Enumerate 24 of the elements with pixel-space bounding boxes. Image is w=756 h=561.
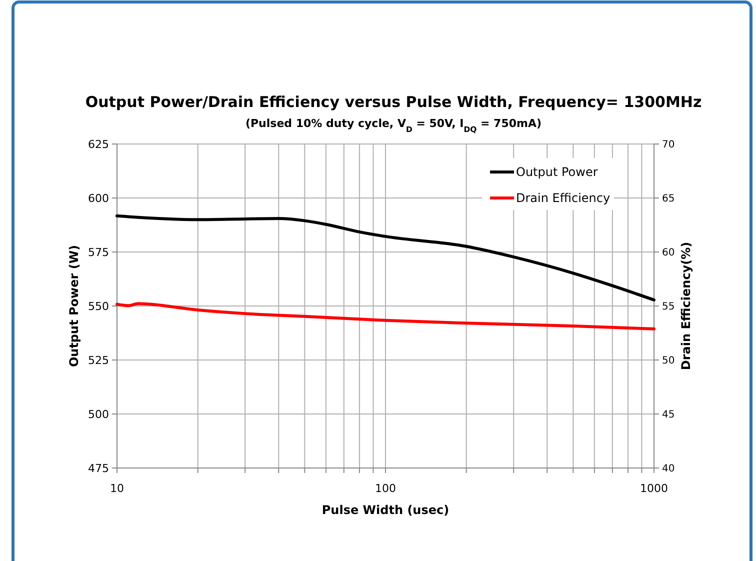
x-axis-title: Pulse Width (usec)	[322, 503, 450, 517]
y-tick-label: 525	[88, 354, 109, 367]
x-tick-label: 100	[375, 482, 396, 495]
y2-tick-label: 55	[662, 302, 675, 312]
x-tick-label: 1000	[640, 482, 668, 495]
y-axis-title: Output Power (W)	[67, 244, 81, 368]
y2-tick-label: 65	[662, 194, 675, 204]
chart-title: Output Power/Drain Efficiency versus Pulse Width, Frequency= 1300MHz	[85, 93, 702, 111]
y2-tick-label: 45	[662, 410, 675, 420]
y-tick-label: 575	[88, 246, 109, 259]
y2-tick-label: 40	[662, 464, 675, 474]
y-tick-label: 600	[88, 192, 109, 205]
legend-label: Drain Efficiency	[516, 191, 610, 206]
y-tick-label: 500	[88, 408, 109, 421]
y2-axis-title: Drain Efficiency(%)	[679, 242, 693, 370]
legend-label: Output Power	[516, 165, 598, 180]
y2-tick-label: 60	[662, 248, 675, 258]
y-tick-label: 475	[88, 462, 109, 475]
x-tick-label: 10	[110, 482, 124, 495]
y-tick-label: 625	[88, 138, 109, 151]
y2-tick-label: 70	[662, 140, 675, 150]
y-tick-label: 550	[88, 300, 109, 313]
y2-tick-label: 50	[662, 356, 675, 366]
chart-subtitle: (Pulsed 10% duty cycle, V$_{D}$ = 50V, I$_{DQ}$ = 750mA)	[245, 117, 542, 134]
